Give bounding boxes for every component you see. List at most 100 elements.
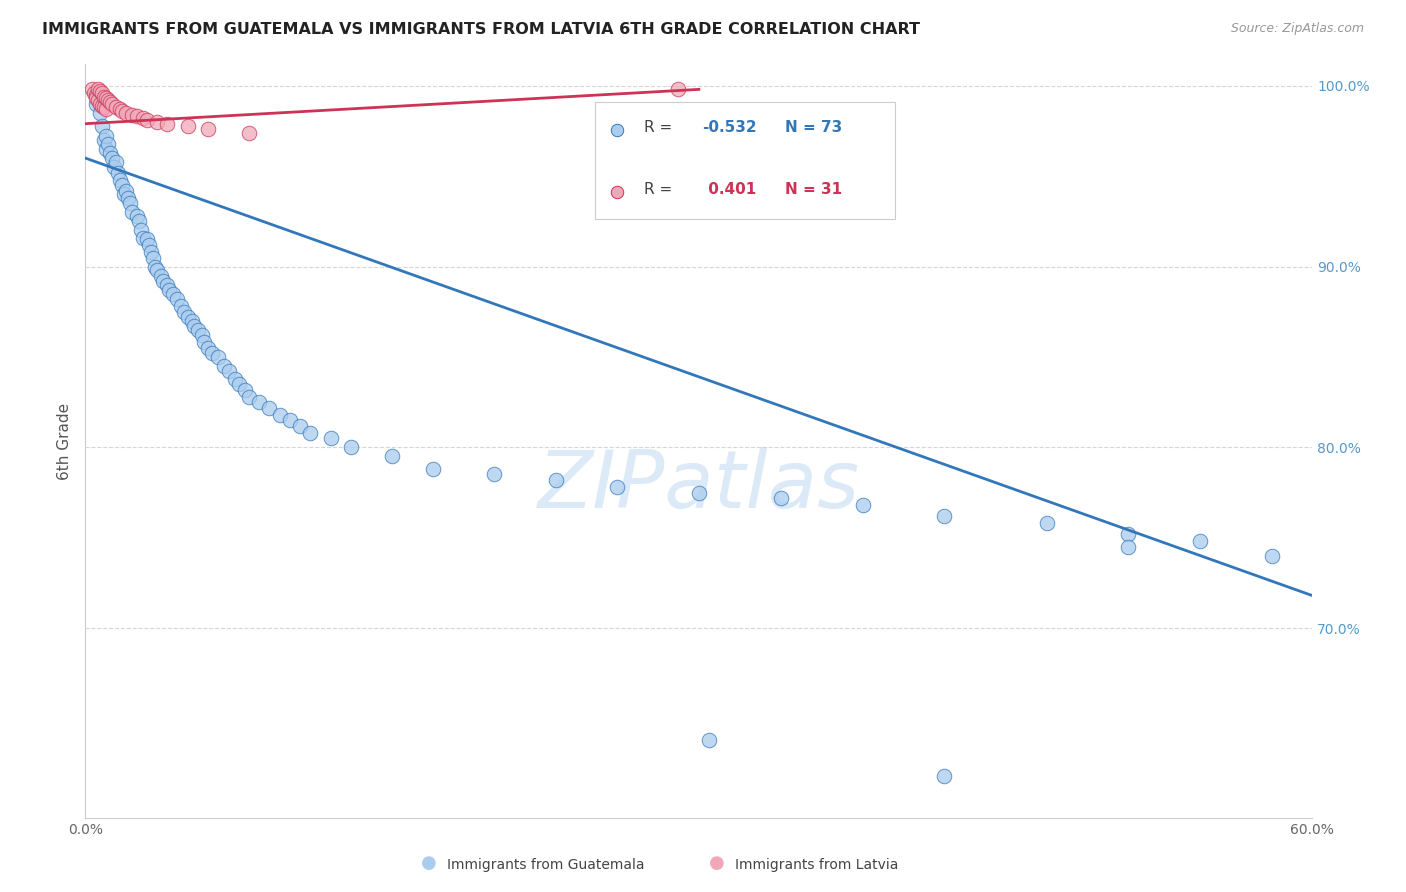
Point — [960, 238, 983, 252]
Point — [197, 341, 219, 355]
Point — [422, 462, 444, 476]
Text: N = 31: N = 31 — [785, 182, 842, 197]
Point — [97, 136, 120, 151]
Point — [156, 277, 179, 292]
Point — [121, 108, 143, 122]
Point — [111, 178, 134, 193]
Text: ●: ● — [420, 855, 437, 872]
Point — [156, 117, 179, 131]
Point — [146, 115, 169, 129]
Point — [131, 230, 153, 244]
Point — [125, 209, 148, 223]
Point — [688, 485, 710, 500]
Point — [269, 408, 291, 422]
Point — [1118, 527, 1140, 541]
Point — [193, 335, 215, 350]
Point — [121, 205, 143, 219]
Point — [157, 283, 180, 297]
Point — [180, 314, 202, 328]
Point — [228, 377, 250, 392]
Point — [152, 274, 174, 288]
Point — [187, 323, 209, 337]
Point — [115, 184, 138, 198]
Point — [84, 91, 107, 105]
Point — [176, 119, 198, 133]
Point — [108, 102, 131, 116]
Point — [1035, 516, 1057, 531]
Text: -0.532: -0.532 — [703, 120, 758, 135]
Point — [84, 87, 107, 102]
Point — [94, 129, 117, 144]
Point — [544, 473, 567, 487]
Point — [105, 154, 128, 169]
Point — [934, 509, 956, 524]
Point — [606, 480, 628, 494]
Point — [176, 310, 198, 325]
Point — [340, 441, 363, 455]
Point — [201, 346, 224, 360]
Point — [89, 106, 111, 120]
Point — [143, 260, 166, 274]
Point — [129, 223, 152, 237]
Point — [90, 98, 112, 112]
Point — [115, 106, 138, 120]
Point — [117, 191, 139, 205]
Text: R =: R = — [644, 182, 676, 197]
Text: Source: ZipAtlas.com: Source: ZipAtlas.com — [1230, 22, 1364, 36]
Y-axis label: 6th Grade: 6th Grade — [58, 402, 72, 480]
Point — [94, 102, 117, 116]
Point — [135, 113, 157, 128]
Point — [90, 86, 112, 100]
Point — [259, 401, 281, 415]
Point — [162, 286, 184, 301]
Point — [697, 733, 720, 747]
Text: Immigrants from Guatemala: Immigrants from Guatemala — [447, 858, 644, 872]
Point — [233, 383, 256, 397]
Point — [381, 450, 404, 464]
Text: Immigrants from Latvia: Immigrants from Latvia — [735, 858, 898, 872]
Point — [105, 100, 128, 114]
Point — [170, 299, 193, 313]
Point — [146, 263, 169, 277]
Point — [89, 96, 111, 111]
Point — [90, 119, 112, 133]
Point — [668, 82, 690, 96]
Text: IMMIGRANTS FROM GUATEMALA VS IMMIGRANTS FROM LATVIA 6TH GRADE CORRELATION CHART: IMMIGRANTS FROM GUATEMALA VS IMMIGRANTS … — [42, 22, 920, 37]
Text: R =: R = — [644, 120, 676, 135]
Point — [125, 110, 148, 124]
Point — [94, 142, 117, 156]
Point — [218, 364, 240, 378]
Point — [97, 93, 120, 107]
Point — [89, 84, 111, 98]
Point — [111, 104, 134, 119]
Point — [247, 395, 270, 409]
Point — [183, 319, 205, 334]
Point — [769, 491, 792, 505]
Point — [166, 292, 188, 306]
Point — [197, 122, 219, 136]
Point — [131, 112, 153, 126]
Point — [1188, 534, 1211, 549]
Text: 0.401: 0.401 — [703, 182, 756, 197]
Point — [98, 145, 121, 160]
Point — [142, 251, 165, 265]
Point — [86, 82, 108, 96]
Point — [101, 151, 124, 165]
Point — [238, 390, 260, 404]
Point — [224, 371, 246, 385]
Point — [278, 413, 301, 427]
Point — [1118, 540, 1140, 554]
Point — [484, 467, 506, 482]
Point — [960, 386, 983, 401]
Point — [112, 187, 135, 202]
FancyBboxPatch shape — [595, 102, 896, 219]
Point — [238, 126, 260, 140]
Point — [84, 96, 107, 111]
Point — [128, 214, 150, 228]
Point — [83, 86, 105, 100]
Point — [98, 95, 121, 109]
Point — [93, 100, 115, 114]
Point — [214, 359, 236, 373]
Point — [135, 232, 157, 246]
Point — [107, 165, 129, 179]
